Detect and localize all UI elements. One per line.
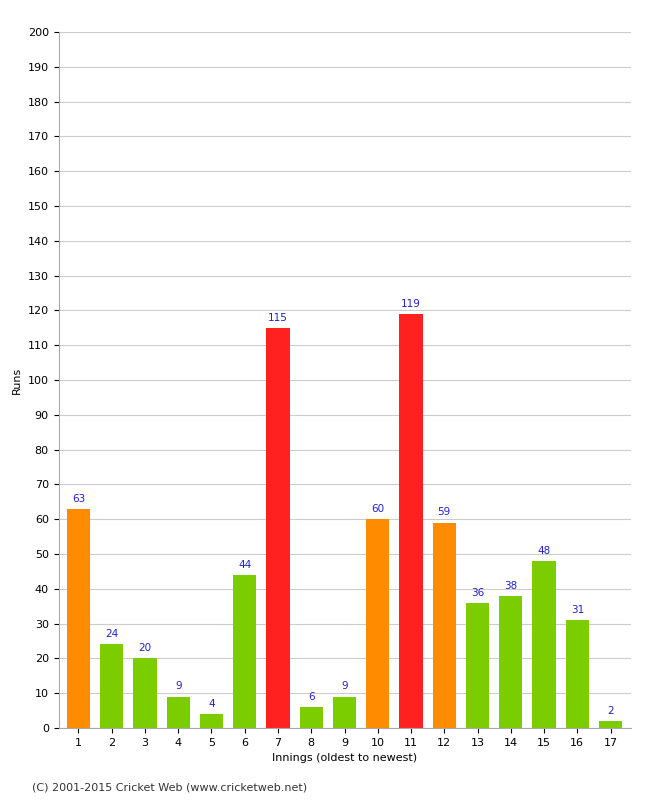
Bar	[366, 519, 389, 728]
Bar	[599, 721, 622, 728]
Text: 115: 115	[268, 313, 288, 322]
Bar	[433, 522, 456, 728]
Text: 4: 4	[208, 699, 214, 709]
Text: 44: 44	[238, 560, 252, 570]
Text: 24: 24	[105, 630, 118, 639]
Text: 36: 36	[471, 587, 484, 598]
Bar	[333, 697, 356, 728]
Text: 20: 20	[138, 643, 151, 653]
Bar	[466, 602, 489, 728]
Bar	[233, 575, 256, 728]
Bar	[133, 658, 157, 728]
Bar	[67, 509, 90, 728]
Text: 9: 9	[175, 682, 181, 691]
Text: 2: 2	[607, 706, 614, 716]
Text: 38: 38	[504, 581, 517, 590]
Text: 31: 31	[571, 605, 584, 615]
Bar	[499, 596, 523, 728]
Text: 119: 119	[401, 298, 421, 309]
Bar	[100, 645, 124, 728]
Text: 9: 9	[341, 682, 348, 691]
Text: 48: 48	[538, 546, 551, 556]
Bar	[300, 707, 323, 728]
Text: 63: 63	[72, 494, 85, 503]
Bar	[266, 328, 290, 728]
Y-axis label: Runs: Runs	[12, 366, 22, 394]
Bar	[166, 697, 190, 728]
Text: 6: 6	[308, 692, 315, 702]
Text: (C) 2001-2015 Cricket Web (www.cricketweb.net): (C) 2001-2015 Cricket Web (www.cricketwe…	[32, 782, 307, 792]
Bar	[532, 561, 556, 728]
X-axis label: Innings (oldest to newest): Innings (oldest to newest)	[272, 754, 417, 763]
Bar	[566, 620, 589, 728]
Bar	[200, 714, 223, 728]
Text: 60: 60	[371, 504, 384, 514]
Text: 59: 59	[437, 507, 451, 518]
Bar	[399, 314, 422, 728]
